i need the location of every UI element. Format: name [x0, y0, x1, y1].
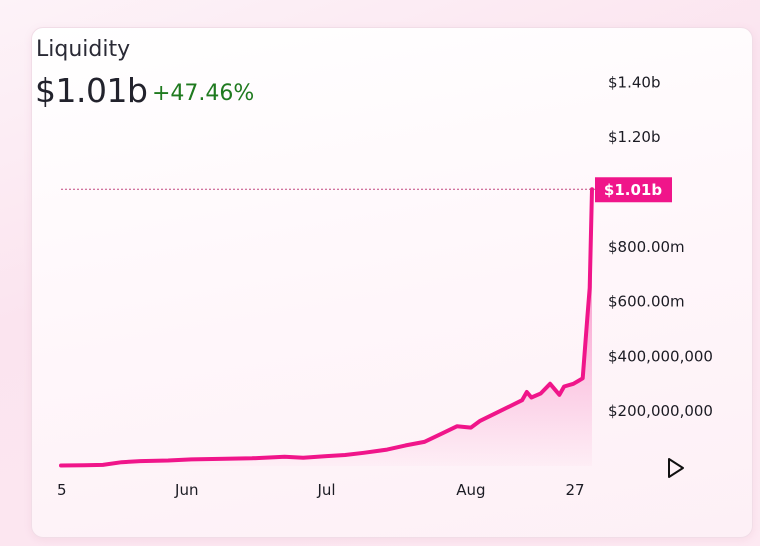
y-tick-label: $200,000,000	[608, 402, 713, 420]
x-tick-label: 27	[565, 481, 584, 499]
series-line	[59, 187, 594, 468]
x-tick-label: Aug	[456, 481, 485, 499]
y-tick-label: $1.20b	[608, 128, 660, 146]
play-icon	[668, 458, 684, 478]
x-tick-label: Jul	[316, 481, 335, 499]
y-tick-label: $400,000,000	[608, 347, 713, 365]
y-tick-label: $800.00m	[608, 238, 685, 256]
x-tick-label: Jun	[174, 481, 198, 499]
y-tick-label: $600.00m	[608, 293, 685, 311]
metric-change: +47.46%	[152, 81, 255, 106]
x-tick-label: 5	[57, 481, 67, 499]
metric-value: $1.01b	[35, 71, 148, 110]
play-button[interactable]	[665, 456, 687, 480]
metric-title: Liquidity	[36, 37, 131, 62]
current-value-label: $1.01b	[604, 181, 662, 199]
current-value-badge	[595, 177, 672, 203]
y-tick-label: $1.40b	[608, 73, 660, 91]
series-area	[61, 189, 592, 467]
